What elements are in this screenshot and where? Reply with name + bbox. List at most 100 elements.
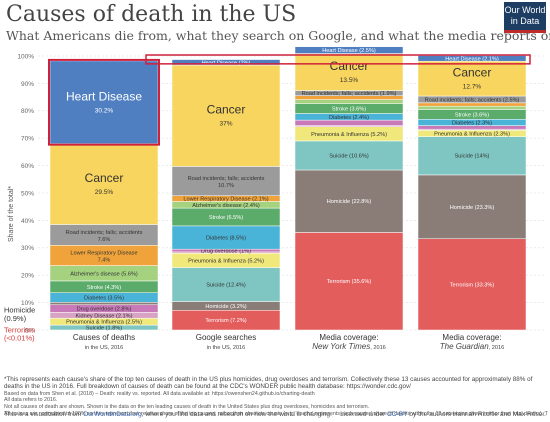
segment-value-label: 37%: [219, 121, 232, 128]
segment-label: Kidney Disease (2.1%): [76, 313, 133, 319]
bar-segment-heart-disease[interactable]: [294, 46, 404, 54]
segment-value-label: 10.7%: [218, 183, 234, 189]
y-axis-ticks: 0% 10% 20% 30% 40% 50% 60% 70% 80% 90% 100%: [17, 53, 34, 334]
bar-segment-alzheimer-s-disease[interactable]: [417, 105, 527, 110]
bar-segment-drug-overdose[interactable]: [294, 119, 404, 126]
segment-label: Road incidents; falls; accidents (2.5%): [425, 97, 520, 103]
segment-label: Stroke (6.5%): [209, 215, 243, 221]
segment-label: Pneumonia & Influenza (5.2%): [311, 132, 387, 138]
bar-segment-alzheimer-s-disease[interactable]: [294, 99, 404, 104]
segment-label: Suicide (14%): [455, 154, 490, 160]
segment-value-label: 12.7%: [463, 84, 482, 91]
bar-segment-homicide[interactable]: [417, 174, 527, 240]
year-note: All data refers to 2016.: [4, 397, 58, 404]
bar-segment-terrorism[interactable]: [417, 238, 527, 331]
normalization-note: All causes are normalized to 100% so the…: [4, 410, 548, 417]
highlight-box-heart-disease-deaths: [48, 58, 160, 146]
page-subtitle: What Americans die from, what they searc…: [6, 28, 550, 43]
segment-label: Diabetes (8.5%): [206, 236, 246, 242]
y-tick-label: 90%: [21, 81, 34, 88]
x-category-sublabel: The Guardian, 2016: [440, 342, 504, 351]
y-tick-label: 50%: [21, 190, 34, 197]
segment-label: Homicide (22.8%): [327, 199, 372, 205]
bar-segment-heart-disease[interactable]: [49, 60, 159, 144]
owid-link[interactable]: OurWorldinData.org: [83, 411, 142, 418]
segment-label: Pneumonia & Influenza (2.5%): [66, 320, 142, 326]
bar-segment-cancer[interactable]: [49, 143, 159, 225]
outside-label: Terrorism: [4, 326, 35, 335]
bar-segment-heart-disease[interactable]: [171, 59, 281, 66]
outside-labels: Homicide(0.9%) Terrorism(<0.01%): [4, 305, 35, 342]
segment-label: Lower Respiratory Disease: [70, 250, 137, 256]
segment-label: Cancer: [330, 59, 369, 73]
bar-segment-road-incidents-falls-accidents[interactable]: [171, 166, 281, 196]
owid-logo[interactable]: Our World in Data: [504, 2, 546, 30]
segment-label: Alzheimer's disease (2.4%): [192, 203, 260, 209]
segment-value-label: 7.4%: [98, 257, 111, 263]
y-tick-label: 30%: [21, 245, 34, 252]
y-axis-label: Share of the total*: [8, 186, 15, 242]
license-link[interactable]: CC-BY: [387, 411, 408, 418]
segment-label: Pneumonia & Influenza (2.3%): [434, 131, 510, 137]
segment-label: Stroke (3.6%): [455, 112, 489, 118]
license-text: Licensed under CC-BY by the authors Hann…: [340, 411, 546, 418]
highlight-boxes: [48, 54, 531, 146]
footer-suffix: , where you find data and research on ho…: [141, 411, 332, 418]
segment-label: Alzheimer's disease (5.6%): [70, 271, 138, 277]
x-category-label: Causes of deaths: [73, 333, 135, 342]
bar-segment-suicide[interactable]: [294, 140, 404, 171]
license-suffix: by the authors Hannah Ritchie and Max Ro…: [407, 411, 546, 418]
segment-label: Cancer: [85, 171, 124, 185]
segment-label: Suicide (1.8%): [86, 326, 123, 332]
license-prefix: Licensed under: [340, 411, 388, 418]
x-category-label: Google searches: [196, 333, 256, 342]
segment-label: Homicide (3.2%): [205, 304, 246, 310]
segment-label: Terrorism (33.3%): [450, 282, 495, 288]
outside-label: Homicide: [4, 305, 35, 314]
segment-label: Drug overdose (2.8%): [77, 307, 132, 313]
footer-prefix: This is a visualization from: [4, 411, 84, 418]
segment-label: Diabetes (3.5%): [84, 296, 124, 302]
segment-label: Road incidents; falls; accidents: [188, 176, 265, 182]
footer: This is a visualization from OurWorldinD…: [4, 411, 546, 418]
bar-segment-suicide[interactable]: [171, 267, 281, 302]
x-category-label: Media coverage:: [319, 333, 378, 342]
segment-label: Diabetes (2.3%): [452, 120, 492, 126]
segment-label: Cancer: [453, 66, 492, 80]
scope-note: Not all causes of death are shown. Shown…: [4, 404, 370, 410]
segment-label: Heart Disease (2.1%): [445, 56, 499, 62]
segment-label: Heart Disease (2.5%): [322, 48, 376, 54]
y-tick-label: 40%: [21, 218, 34, 225]
y-tick-label: 60%: [21, 163, 34, 170]
x-category-label: Media coverage:: [442, 333, 501, 342]
y-tick-label: 80%: [21, 108, 34, 115]
segment-value-label: 30.2%: [95, 107, 114, 114]
y-tick-label: 100%: [17, 53, 34, 60]
source-note: Based on data from Shen et al. (2018) – …: [4, 390, 315, 397]
segment-label: Cancer: [207, 103, 246, 117]
bar-segment-suicide[interactable]: [417, 136, 527, 176]
segment-label: Stroke (4.3%): [87, 285, 121, 291]
segment-label: Homicide (23.3%): [450, 205, 495, 211]
segment-label: Pneumonia & Influenza (5.2%): [188, 258, 264, 264]
outside-label: (0.9%): [4, 314, 27, 323]
bar-segment-homicide[interactable]: [49, 302, 159, 306]
segment-label: Heart Disease: [66, 89, 142, 103]
bar-segment-homicide[interactable]: [294, 169, 404, 233]
y-tick-label: 10%: [21, 300, 34, 307]
segment-label: Road incidents; falls; accidents: [66, 230, 143, 236]
segment-value-label: 29.5%: [95, 189, 114, 196]
y-tick-label: 20%: [21, 273, 34, 280]
chart-notes: *This represents each cause's share of t…: [4, 376, 548, 417]
segment-label: Suicide (10.6%): [329, 153, 369, 159]
x-category-sublabel: in the US, 2016: [207, 345, 246, 351]
segment-label: Suicide (12.4%): [206, 283, 246, 289]
segment-label: Terrorism (7.2%): [205, 318, 246, 324]
y-tick-label: 0%: [25, 327, 35, 334]
bar-segment-terrorism[interactable]: [294, 232, 404, 331]
segment-label: Road incidents; falls; accidents (1.9%): [302, 91, 397, 97]
segment-value-label: 7.6%: [98, 237, 111, 243]
bar-segment-cancer[interactable]: [294, 53, 404, 91]
logo-accent-bar: [504, 30, 546, 33]
bars: Suicide (1.8%)Pneumonia & Influenza (2.5…: [49, 46, 527, 332]
